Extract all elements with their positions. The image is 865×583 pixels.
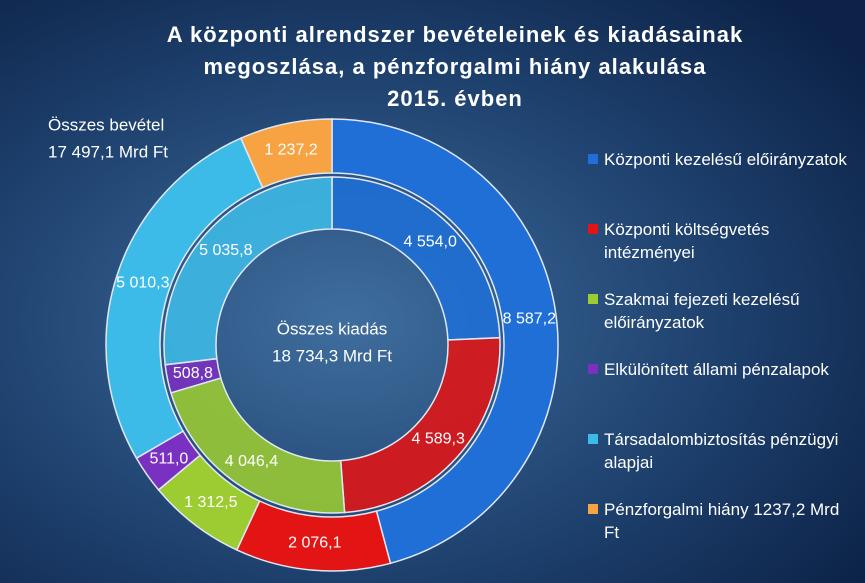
outer-label: Összes bevétel [48,115,164,134]
chart-title: 2015. évben [387,86,523,111]
value-label: 8 587,2 [503,310,556,327]
value-label: 2 076,1 [288,534,341,551]
legend-label: Központi költségvetés intézményei [604,220,770,262]
legend-entry: Pénzforgalmi hiány 1237,2 Mrd Ft [588,498,850,568]
legend-label: Társadalombiztosítás pénzügyi alapjai [604,430,839,472]
legend-entry: Központi költségvetés intézményei [588,218,850,288]
value-label: 1 312,5 [184,494,237,511]
chart-title: megoszlása, a pénzforgalmi hiány alakulá… [204,54,707,79]
legend-label: Pénzforgalmi hiány 1237,2 Mrd Ft [604,500,840,542]
legend-label: Elkülönített állami pénzalapok [604,360,829,379]
legend-entry: Társadalombiztosítás pénzügyi alapjai [588,428,850,498]
legend-swatch [588,154,598,164]
legend-label: Szakmai fejezeti kezelésű előirányzatok [604,290,800,332]
value-label: 1 237,2 [264,141,317,158]
value-label: 4 554,0 [404,234,457,251]
legend-swatch [588,504,598,514]
value-label: 508,8 [173,365,213,382]
legend-swatch [588,364,598,374]
donut-slice [239,118,333,189]
legend-swatch [588,224,598,234]
outer-label: 17 497,1 Mrd Ft [48,142,168,161]
legend-label: Központi kezelésű előirányzatok [604,150,847,169]
legend-entry: Elkülönített állami pénzalapok [588,358,850,428]
center-label: 18 734,3 Mrd Ft [272,346,392,365]
value-label: 511,0 [149,450,188,467]
legend-swatch [588,434,598,444]
legend: Központi kezelésű előirányzatok Központi … [588,148,850,568]
donut-slice [163,176,333,366]
chart-title: A központi alrendszer bevételeinek és ki… [167,22,743,47]
value-label: 4 589,3 [411,431,464,448]
value-label: 4 046,4 [225,453,278,470]
value-label: 5 035,8 [199,242,252,259]
donut-slice [331,118,559,565]
center-label: Összes kiadás [277,319,388,338]
legend-entry: Szakmai fejezeti kezelésű előirányzatok [588,288,850,358]
legend-entry: Központi kezelésű előirányzatok [588,148,850,218]
value-label: 5 010,3 [116,274,169,291]
legend-swatch [588,294,598,304]
